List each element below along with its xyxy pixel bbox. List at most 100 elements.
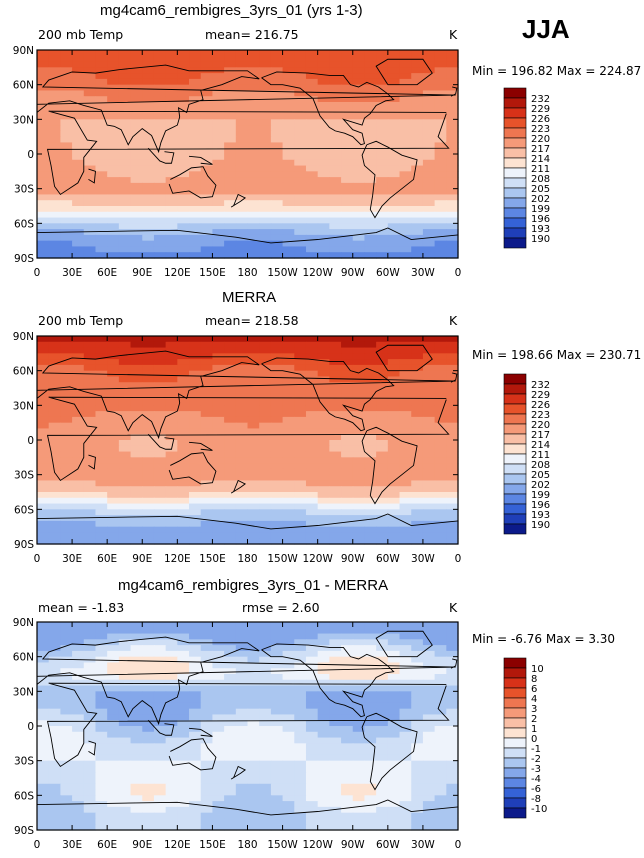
heatmap-cell bbox=[247, 347, 260, 354]
heatmap-cell bbox=[364, 148, 377, 155]
heatmap-cell bbox=[224, 206, 237, 213]
heatmap-cell bbox=[212, 240, 225, 248]
heatmap-cell bbox=[270, 341, 284, 349]
heatmap-cell bbox=[282, 714, 295, 721]
heatmap-cell bbox=[446, 532, 459, 539]
heatmap-cell bbox=[107, 720, 120, 727]
heatmap-cell bbox=[212, 393, 225, 401]
heatmap-cell bbox=[130, 622, 143, 629]
heatmap-cell bbox=[422, 468, 436, 476]
heatmap-cell bbox=[364, 656, 377, 664]
heatmap-cell bbox=[282, 668, 295, 675]
heatmap-cell bbox=[118, 766, 132, 773]
heatmap-cell bbox=[200, 772, 214, 779]
lat-tick-label: 60S bbox=[14, 790, 34, 802]
heatmap-cell bbox=[48, 633, 61, 640]
heatmap-cell bbox=[142, 766, 155, 773]
heatmap-cell bbox=[282, 428, 295, 435]
heatmap-cell bbox=[247, 107, 260, 115]
heatmap-cell bbox=[142, 240, 155, 248]
heatmap-cell bbox=[411, 182, 424, 190]
heatmap-cell bbox=[165, 336, 178, 343]
heatmap-cell bbox=[107, 200, 120, 207]
heatmap-cell bbox=[118, 743, 132, 750]
heatmap-cell bbox=[387, 67, 401, 74]
heatmap-cell bbox=[270, 113, 284, 120]
heatmap-cell bbox=[317, 229, 330, 236]
heatmap-cell bbox=[329, 388, 342, 395]
heatmap-cell bbox=[142, 370, 155, 378]
heatmap-cell bbox=[341, 662, 354, 669]
heatmap-cell bbox=[118, 119, 132, 126]
heatmap-cell bbox=[376, 229, 389, 236]
heatmap-cell bbox=[329, 188, 342, 196]
heatmap-cell bbox=[329, 783, 342, 791]
colorbar-label: 214 bbox=[531, 154, 550, 165]
heatmap-cell bbox=[259, 177, 272, 184]
heatmap-cell bbox=[282, 399, 295, 406]
heatmap-cell bbox=[352, 503, 366, 510]
heatmap-cell bbox=[364, 737, 377, 744]
heatmap-cell bbox=[294, 229, 307, 236]
heatmap-cell bbox=[83, 622, 97, 629]
heatmap-cell bbox=[189, 778, 202, 785]
heatmap-cell bbox=[270, 509, 284, 516]
heatmap-cell bbox=[224, 679, 237, 687]
heatmap-cell bbox=[270, 691, 284, 698]
heatmap-cell bbox=[72, 622, 85, 629]
heatmap-cell bbox=[95, 685, 108, 692]
heatmap-cell bbox=[294, 78, 307, 86]
heatmap-cell bbox=[422, 538, 436, 545]
heatmap-cell bbox=[37, 376, 50, 383]
heatmap-cell bbox=[329, 136, 342, 144]
heatmap-cell bbox=[189, 526, 202, 534]
heatmap-cell bbox=[142, 515, 155, 522]
heatmap-cell bbox=[422, 801, 436, 808]
heatmap-cell bbox=[305, 697, 319, 704]
heatmap-cell bbox=[83, 685, 97, 692]
heatmap-cell bbox=[399, 812, 412, 820]
heatmap-cell bbox=[411, 650, 424, 658]
heatmap-cell bbox=[387, 749, 401, 756]
heatmap-cell bbox=[259, 113, 272, 120]
colorbar-label: 4 bbox=[531, 694, 537, 705]
colorbar-label: 3 bbox=[531, 704, 537, 715]
heatmap-cell bbox=[411, 737, 424, 744]
heatmap-cell bbox=[118, 200, 132, 207]
heatmap-cell bbox=[83, 789, 97, 796]
heatmap-cell bbox=[60, 622, 73, 629]
heatmap-cell bbox=[130, 353, 143, 360]
heatmap-cell bbox=[200, 154, 214, 161]
heatmap-cell bbox=[247, 627, 260, 635]
heatmap-cell bbox=[37, 737, 50, 744]
heatmap-cell bbox=[282, 685, 295, 692]
heatmap-cell bbox=[247, 353, 260, 360]
heatmap-cell bbox=[118, 474, 132, 482]
heatmap-cell bbox=[305, 67, 319, 74]
heatmap-cell bbox=[434, 720, 447, 727]
heatmap-cell bbox=[376, 113, 389, 120]
heatmap-cell bbox=[212, 818, 225, 825]
heatmap-cell bbox=[352, 434, 366, 441]
heatmap-cell bbox=[247, 737, 260, 744]
heatmap-cell bbox=[329, 102, 342, 109]
heatmap-cell bbox=[422, 726, 436, 733]
heatmap-cell bbox=[399, 159, 412, 167]
heatmap-cell bbox=[118, 702, 132, 710]
heatmap-cell bbox=[259, 778, 272, 785]
heatmap-cell bbox=[48, 806, 61, 814]
heatmap-cell bbox=[235, 650, 249, 658]
heatmap-cell bbox=[212, 50, 225, 57]
heatmap-cell bbox=[341, 509, 354, 516]
heatmap-cell bbox=[130, 697, 143, 704]
heatmap-cell bbox=[95, 526, 108, 534]
heatmap-cell bbox=[200, 411, 214, 418]
heatmap-cell bbox=[95, 783, 108, 791]
heatmap-cell bbox=[72, 824, 85, 831]
heatmap-cell bbox=[387, 107, 401, 115]
heatmap-cell bbox=[189, 159, 202, 167]
heatmap-cell bbox=[376, 440, 389, 447]
heatmap-cell bbox=[364, 818, 377, 825]
heatmap-cell bbox=[235, 714, 249, 721]
heatmap-cell bbox=[352, 229, 366, 236]
